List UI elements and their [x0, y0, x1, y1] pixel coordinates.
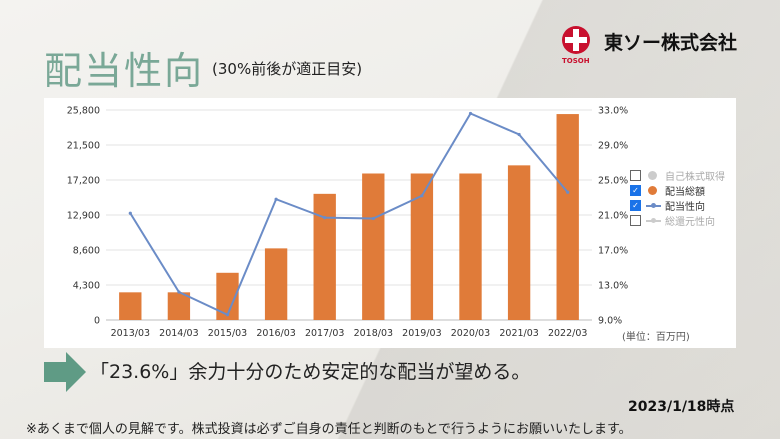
legend-label: 自己株式取得: [665, 172, 725, 183]
point-payout-ratio: [517, 132, 521, 137]
y-right-tick-label: 25.0%: [598, 176, 628, 187]
y-right-tick-label: 33.0%: [598, 106, 628, 117]
x-tick-label: 2013/03: [111, 328, 150, 339]
tosoh-cross-icon: [562, 26, 590, 54]
point-payout-ratio: [323, 216, 327, 220]
chart-legend: 自己株式取得 ✓ 配当総額 ✓ 配当性向総還元性向: [630, 168, 740, 228]
legend-label: 配当性向: [665, 202, 705, 213]
legend-dot-icon: [646, 170, 662, 181]
bar-dividend-total: [459, 173, 482, 320]
legend-item[interactable]: ✓ 配当性向: [630, 198, 740, 213]
point-payout-ratio: [420, 194, 424, 198]
bar-dividend-total: [507, 165, 531, 320]
point-payout-ratio: [468, 111, 473, 116]
legend-item[interactable]: 総還元性向: [630, 213, 740, 228]
y-right-tick-label: 17.0%: [598, 246, 628, 257]
legend-dot-icon: [646, 185, 662, 196]
line-payout-ratio: [129, 112, 569, 317]
legend-checkbox[interactable]: [630, 215, 641, 226]
x-tick-label: 2021/03: [499, 328, 538, 339]
payout-chart: 0 9.0% 4,300 13.0% 8,600 17.0% 12,900 21.0% 17,2…: [67, 106, 628, 340]
y-left-tick-label: 4,300: [73, 281, 100, 292]
company-sub: TOSOH: [562, 57, 590, 65]
y-left-tick-label: 17,200: [67, 176, 100, 187]
legend-checkbox[interactable]: [630, 170, 641, 181]
legend-checkbox[interactable]: ✓: [630, 185, 641, 196]
arrow-icon: [44, 352, 86, 392]
legend-line-icon: [646, 216, 662, 226]
bar-dividend-total: [119, 292, 142, 320]
y-left-tick-label: 0: [94, 316, 100, 327]
x-tick-label: 2020/03: [451, 328, 490, 339]
point-payout-ratio: [274, 197, 278, 201]
chart-panel: 0 9.0% 4,300 13.0% 8,600 17.0% 12,900 21.0% 17,2…: [44, 98, 736, 348]
legend-label: 総還元性向: [665, 217, 715, 228]
x-tick-label: 2016/03: [256, 328, 295, 339]
unit-label: (単位：百万円): [622, 332, 690, 343]
page-subtitle: (30%前後が適正目安): [212, 60, 363, 78]
x-tick-label: 2022/03: [548, 328, 587, 339]
as-of-date: 2023/1/18時点: [628, 399, 735, 415]
legend-item[interactable]: 自己株式取得: [630, 168, 740, 183]
company-name: 東ソー株式会社: [604, 32, 738, 54]
point-payout-ratio: [225, 313, 230, 317]
y-left-tick-label: 25,800: [67, 106, 100, 117]
y-right-tick-label: 29.0%: [598, 141, 628, 152]
point-payout-ratio: [128, 211, 132, 215]
legend-item[interactable]: ✓ 配当総額: [630, 183, 740, 198]
point-payout-ratio: [566, 190, 570, 194]
y-right-tick-label: 13.0%: [598, 281, 628, 292]
bar-dividend-total: [410, 173, 434, 320]
y-right-tick-label: 21.0%: [598, 211, 628, 222]
bar-dividend-total: [313, 193, 336, 320]
legend-line-icon: [646, 201, 662, 211]
legend-label: 配当総額: [665, 187, 705, 198]
y-left-tick-label: 21,500: [67, 141, 100, 152]
bar-dividend-total: [264, 248, 288, 320]
x-tick-label: 2019/03: [402, 328, 441, 339]
x-tick-label: 2015/03: [208, 328, 247, 339]
legend-checkbox[interactable]: ✓: [630, 200, 641, 211]
conclusion-message: 「23.6%」余力十分のため安定的な配当が望める。: [90, 361, 531, 383]
x-tick-label: 2014/03: [159, 328, 198, 339]
bar-dividend-total: [362, 173, 385, 320]
x-tick-label: 2018/03: [354, 328, 393, 339]
page-title: 配当性向: [44, 49, 205, 93]
point-payout-ratio: [177, 290, 181, 294]
bar-dividend-total: [216, 272, 239, 320]
bar-dividend-total: [167, 292, 191, 320]
x-tick-label: 2017/03: [305, 328, 344, 339]
bar-dividend-total: [556, 114, 579, 320]
point-payout-ratio: [371, 216, 375, 221]
y-right-tick-label: 9.0%: [598, 316, 622, 327]
company-logo: [562, 26, 590, 54]
y-left-tick-label: 12,900: [67, 211, 100, 222]
disclaimer: ※あくまで個人の見解です。株式投資は必ずご自身の責任と判断のもとで行うようにお願…: [26, 422, 632, 437]
y-left-tick-label: 8,600: [73, 246, 100, 257]
